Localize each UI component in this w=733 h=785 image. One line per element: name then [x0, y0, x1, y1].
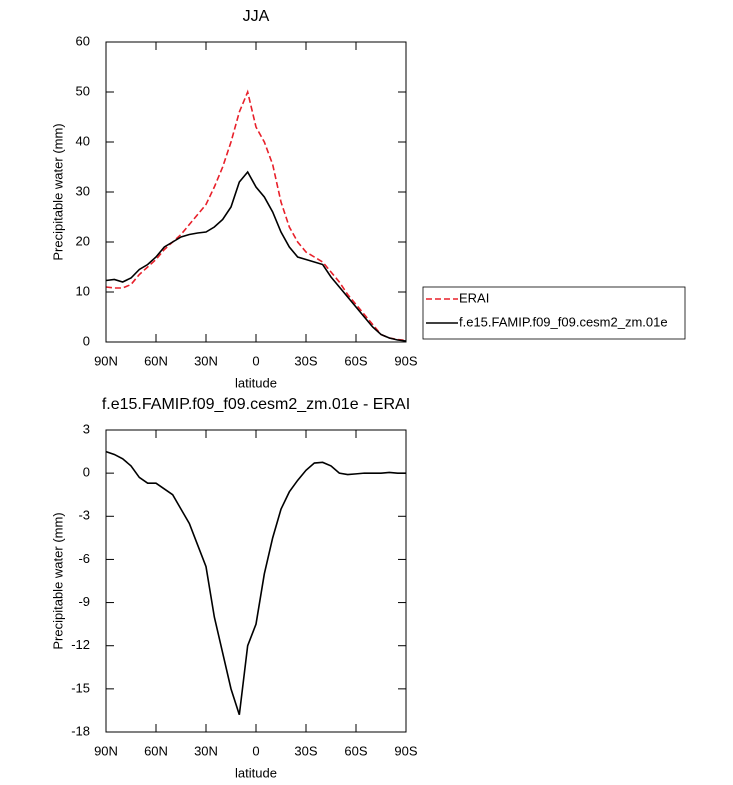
chart-title: f.e15.FAMIP.f09_f09.cesm2_zm.01e - ERAI — [102, 396, 410, 413]
data-line — [105, 89, 407, 342]
x-tick-label: 60N — [144, 743, 168, 758]
legend-box — [422, 286, 686, 340]
y-tick-label: 50 — [76, 83, 90, 98]
data-line — [105, 170, 407, 342]
y-axis-label: Precipitable water (mm) — [50, 123, 65, 260]
y-tick-label: -18 — [71, 723, 90, 738]
y-tick-label: 20 — [76, 233, 90, 248]
y-tick-label: 0 — [83, 465, 90, 480]
y-axis-label: Precipitable water (mm) — [50, 512, 65, 649]
x-tick-label: 0 — [252, 743, 259, 758]
x-tick-label: 90N — [94, 353, 118, 368]
y-tick-label: -12 — [71, 637, 90, 652]
legend-label: ERAI — [459, 290, 489, 305]
plot-frame — [105, 41, 407, 343]
y-tick-label: -9 — [78, 594, 90, 609]
y-tick-label: 30 — [76, 183, 90, 198]
x-tick-label: 60S — [344, 743, 367, 758]
x-tick-label: 60N — [144, 353, 168, 368]
plot-frame — [105, 429, 407, 733]
x-tick-label: 90N — [94, 743, 118, 758]
x-tick-label: 90S — [394, 743, 417, 758]
data-line — [105, 450, 406, 715]
x-tick-label: 30N — [194, 353, 218, 368]
x-tick-label: 0 — [252, 353, 259, 368]
y-tick-label: 60 — [76, 33, 90, 48]
chart-title: JJA — [243, 8, 270, 25]
x-axis-label: latitude — [235, 375, 277, 390]
x-axis-label: latitude — [235, 765, 277, 780]
y-tick-label: 0 — [83, 333, 90, 348]
y-tick-label: 40 — [76, 133, 90, 148]
y-tick-label: -3 — [78, 508, 90, 523]
x-tick-label: 30S — [294, 353, 317, 368]
x-tick-label: 30N — [194, 743, 218, 758]
y-tick-label: 10 — [76, 283, 90, 298]
y-tick-label: -15 — [71, 680, 90, 695]
y-tick-label: -6 — [78, 551, 90, 566]
x-tick-label: 30S — [294, 743, 317, 758]
x-tick-label: 60S — [344, 353, 367, 368]
legend-label: f.e15.FAMIP.f09_f09.cesm2_zm.01e — [459, 314, 668, 329]
y-tick-label: 3 — [83, 421, 90, 436]
x-tick-label: 90S — [394, 353, 417, 368]
